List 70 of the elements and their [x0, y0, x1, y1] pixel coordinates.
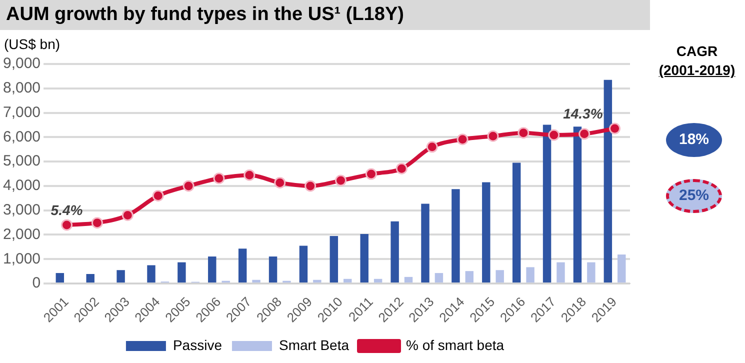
y-axis-title: (US$ bn) — [4, 36, 60, 52]
point — [365, 168, 377, 180]
bar — [512, 162, 521, 283]
bar — [147, 265, 156, 283]
bar — [421, 204, 430, 283]
point — [304, 180, 316, 192]
point — [396, 162, 408, 174]
bar — [526, 267, 534, 283]
bar — [360, 234, 368, 283]
point — [426, 141, 438, 153]
legend-label: Smart Beta — [278, 336, 350, 353]
point — [609, 122, 621, 134]
point — [122, 209, 134, 221]
bar — [344, 278, 352, 283]
bar — [116, 270, 125, 283]
point — [244, 169, 256, 181]
y-tick-label: 4,000 — [2, 177, 41, 194]
bar — [390, 221, 399, 283]
bar — [482, 182, 490, 283]
y-tick-label: 9,000 — [2, 55, 41, 72]
bar — [299, 246, 308, 283]
chart-title: AUM growth by fund types in the US¹ (L18Y) — [0, 0, 650, 30]
bar — [556, 262, 565, 283]
point — [152, 190, 164, 202]
bar — [374, 278, 382, 283]
bar — [587, 262, 596, 283]
legend-label: % of smart beta — [406, 336, 504, 353]
bar — [178, 262, 186, 283]
point — [91, 217, 103, 229]
bar — [465, 271, 474, 283]
bar — [268, 256, 278, 283]
y-tick-label: 5,000 — [2, 152, 41, 170]
text: CAGR (2001-2019) — [658, 42, 736, 80]
y-tick-label: 2,000 — [2, 226, 41, 243]
bar — [618, 254, 626, 283]
point — [456, 134, 468, 146]
bar — [208, 256, 216, 283]
y-tick-label: 8,000 — [2, 80, 41, 97]
bar — [573, 126, 582, 283]
oval-badge: 18% — [666, 123, 722, 157]
point — [213, 172, 225, 184]
point — [548, 129, 560, 141]
y-tick-label: 1,000 — [2, 250, 41, 268]
point — [61, 219, 73, 231]
bar — [56, 273, 64, 283]
y-tick-label: 6,000 — [2, 128, 41, 146]
data-label: 14.3% — [563, 105, 604, 122]
bar — [404, 276, 413, 283]
point — [274, 176, 286, 188]
bar — [604, 80, 612, 283]
bar — [252, 280, 260, 283]
point — [578, 128, 590, 140]
bar — [330, 236, 338, 283]
data-label: 5.4% — [50, 202, 84, 218]
bar — [238, 248, 247, 283]
point — [182, 180, 194, 192]
legend-label: Passive — [172, 336, 222, 353]
bar — [452, 189, 460, 283]
point — [518, 127, 530, 139]
bar — [86, 274, 94, 283]
bar — [313, 280, 322, 283]
y-tick-label: 7,000 — [2, 104, 41, 121]
bar — [434, 273, 444, 283]
dashed-oval-badge: 25% — [666, 179, 722, 213]
bar — [496, 270, 504, 283]
y-tick-label: 0 — [32, 274, 41, 292]
bar — [542, 124, 552, 283]
y-tick-label: 3,000 — [2, 201, 41, 218]
point — [487, 130, 499, 142]
point — [335, 174, 347, 186]
